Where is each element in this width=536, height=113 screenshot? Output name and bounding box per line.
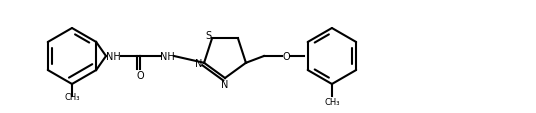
Text: CH₃: CH₃	[64, 92, 80, 101]
Text: NH: NH	[106, 52, 121, 61]
Text: CH₃: CH₃	[324, 98, 340, 107]
Text: NH: NH	[160, 52, 174, 61]
Text: O: O	[136, 70, 144, 80]
Text: O: O	[282, 52, 290, 61]
Text: N: N	[221, 79, 229, 89]
Text: S: S	[205, 31, 211, 41]
Text: N: N	[196, 58, 203, 68]
